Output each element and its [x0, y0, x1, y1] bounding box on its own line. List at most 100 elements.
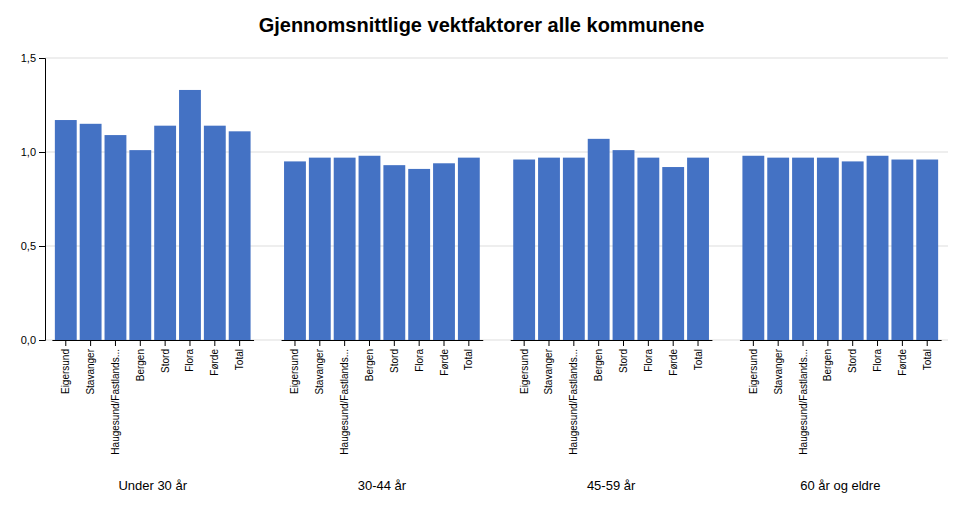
x-tick-mark [444, 340, 445, 346]
x-tick-label: Total [234, 349, 245, 370]
x-tick: Førde [897, 340, 908, 376]
x-tick-mark [239, 340, 240, 346]
x-tick-label: Flora [184, 349, 195, 372]
x-tick-mark [877, 340, 878, 346]
bar [154, 126, 176, 340]
x-tick-mark [548, 340, 549, 346]
x-tick-label: Stord [618, 349, 629, 373]
y-axis: 0,00,51,01,5 [21, 52, 46, 346]
y-tick: 1,5 [21, 52, 45, 64]
x-tick: Stord [847, 340, 858, 373]
x-axis: EigersundStavangerHaugesund/Fastlands...… [52, 340, 254, 455]
x-tick: Førde [439, 340, 450, 376]
x-tick: Total [693, 340, 704, 370]
bar [613, 150, 635, 340]
x-tick-mark [369, 340, 370, 346]
x-tick: Stord [389, 340, 400, 373]
x-tick: Total [234, 340, 245, 370]
x-tick-mark [65, 340, 66, 346]
bar [687, 158, 709, 340]
x-tick: Flora [872, 340, 883, 372]
y-tick: 1,0 [21, 146, 45, 158]
x-tick-label: Eigersund [289, 349, 300, 394]
x-tick-mark [189, 340, 190, 346]
x-tick-label: Førde [668, 349, 679, 376]
x-tick: Total [922, 340, 933, 370]
x-tick-mark [524, 340, 525, 346]
x-axis: EigersundStavangerHaugesund/Fastlands...… [740, 340, 942, 455]
bar-group [742, 156, 938, 340]
x-tick-label: Førde [439, 349, 450, 376]
x-tick: Eigersund [289, 340, 300, 394]
x-tick-mark [573, 340, 574, 346]
group-label: 30-44 år [358, 478, 407, 493]
x-tick-label: Bergen [364, 349, 375, 381]
x-tick-label: Stord [160, 349, 171, 373]
x-tick-label: Flora [872, 349, 883, 372]
x-tick: Stord [618, 340, 629, 373]
x-tick-label: Eigersund [748, 349, 759, 394]
chart-svg: 0,00,51,01,5EigersundStavangerHaugesund/… [0, 0, 963, 505]
bar [105, 135, 127, 340]
bar-group [513, 139, 709, 340]
plot: 0,00,51,01,5EigersundStavangerHaugesund/… [21, 52, 948, 493]
x-tick-label: Total [693, 349, 704, 370]
bar-group [284, 156, 480, 340]
group-label: 45-59 år [587, 478, 636, 493]
bar [817, 158, 839, 340]
x-tick-mark [598, 340, 599, 346]
x-tick-label: Eigersund [519, 349, 530, 394]
bar [359, 156, 381, 340]
y-tick-mark [39, 340, 45, 341]
x-tick-mark [753, 340, 754, 346]
bar [55, 120, 77, 340]
bar [662, 167, 684, 340]
x-tick-mark [115, 340, 116, 346]
chart-container: 0,00,51,01,5EigersundStavangerHaugesund/… [0, 0, 963, 505]
x-tick: Flora [184, 340, 195, 372]
bar [916, 160, 938, 340]
bar [767, 158, 789, 340]
x-tick-mark [468, 340, 469, 346]
x-tick-mark [927, 340, 928, 346]
x-tick-mark [902, 340, 903, 346]
bar [80, 124, 102, 340]
x-axis-line [282, 340, 484, 341]
bar [383, 165, 405, 340]
x-tick: Haugesund/Fastlands... [339, 340, 350, 455]
x-tick-mark [827, 340, 828, 346]
bar [334, 158, 356, 340]
x-tick: Bergen [593, 340, 604, 381]
bar [867, 156, 889, 340]
x-tick: Eigersund [519, 340, 530, 394]
x-tick-mark [852, 340, 853, 346]
bar [433, 163, 455, 340]
x-tick: Flora [414, 340, 425, 372]
x-tick-mark [165, 340, 166, 346]
x-tick-mark [648, 340, 649, 346]
x-tick-label: Haugesund/Fastlands... [798, 349, 809, 455]
x-tick-mark [778, 340, 779, 346]
x-tick: Stavanger [543, 340, 554, 395]
x-tick-label: Total [463, 349, 474, 370]
x-tick: Eigersund [748, 340, 759, 394]
x-axis: Eigersund Stavanger Haugesund/Fastlands...… [511, 340, 713, 455]
bar-group [55, 90, 251, 340]
x-tick-label: Haugesund/Fastlands... [110, 349, 121, 455]
x-tick-label: Bergen [135, 349, 146, 381]
x-tick-label: Total [922, 349, 933, 370]
x-tick-mark [344, 340, 345, 346]
bar [742, 156, 764, 340]
x-tick: Haugesund/Fastlands... [568, 340, 579, 455]
y-tick-label: 0,0 [21, 334, 36, 346]
bar [129, 150, 151, 340]
bar [204, 126, 226, 340]
x-axis-line [740, 340, 942, 341]
x-tick: Førde [209, 340, 220, 376]
x-axis-line [511, 340, 713, 341]
x-tick-label: Eigersund [60, 349, 71, 394]
group-label: Under 30 år [118, 478, 187, 493]
x-tick-label: Stord [389, 349, 400, 373]
bar [229, 131, 251, 340]
bar [588, 139, 610, 340]
